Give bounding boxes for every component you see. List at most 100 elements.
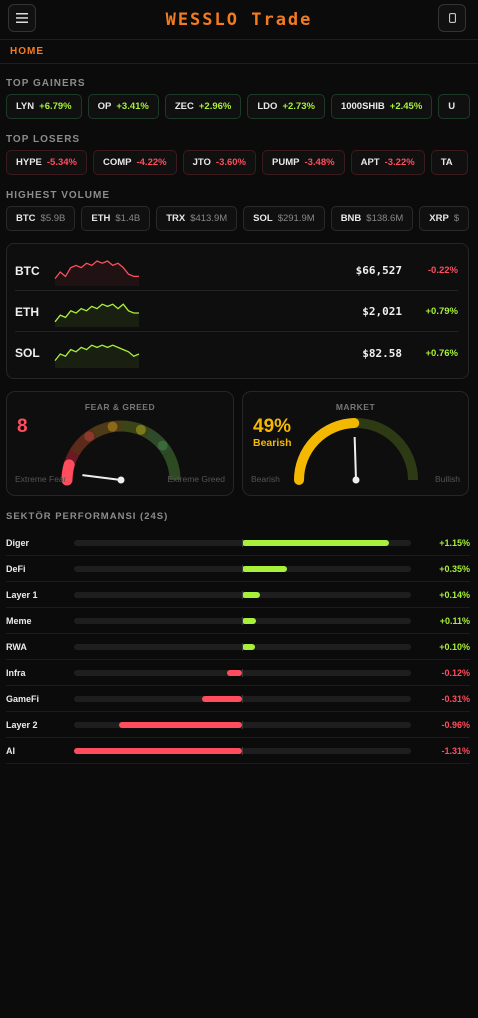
chip-symbol: ZEC	[174, 101, 194, 112]
sector-row[interactable]: GameFi -0.31%	[6, 686, 470, 712]
volume-chip[interactable]: SOL $291.9M	[243, 206, 325, 231]
chip-volume: $1.4B	[115, 213, 141, 224]
fear-greed-value: 8	[17, 416, 28, 437]
sector-name: Meme	[6, 615, 32, 626]
sector-bar-center	[242, 695, 243, 703]
sector-name: Diger	[6, 537, 30, 548]
price-symbol: ETH	[15, 304, 39, 319]
app-header: WESSLO Trade	[0, 0, 478, 40]
gauge-marker	[107, 421, 118, 432]
gauge-needle	[82, 474, 122, 481]
chip-change: -4.22%	[136, 157, 167, 168]
chip-volume: $138.6M	[366, 213, 404, 224]
fear-greed-left-label: Extreme Fear	[15, 474, 67, 484]
highest-volume-label: HIGHEST VOLUME	[6, 190, 111, 201]
sector-bar-track	[74, 695, 411, 703]
sparkline-area	[55, 260, 139, 286]
price-value: $2,021	[362, 305, 402, 318]
chip-symbol: BTC	[16, 213, 36, 224]
app-title: WESSLO Trade	[165, 9, 313, 30]
sector-bar	[118, 722, 242, 728]
chip-symbol: U	[448, 101, 456, 112]
sector-value: +0.35%	[439, 563, 470, 574]
chip-change: +2.96%	[198, 101, 232, 112]
sector-row[interactable]: RWA +0.10%	[6, 634, 470, 660]
sector-name: DeFi	[6, 563, 26, 574]
market-status: Bearish	[253, 437, 292, 449]
gainers-chip[interactable]: ZEC +2.96%	[164, 94, 242, 119]
sector-bar-center	[242, 617, 243, 625]
sector-value: -0.31%	[441, 693, 470, 704]
sector-name: AI	[6, 745, 15, 756]
gainers-chip[interactable]: 1000SHIB +2.45%	[330, 94, 433, 119]
menu-button[interactable]	[8, 4, 36, 32]
losers-chip[interactable]: COMP -4.22%	[92, 150, 177, 175]
chip-symbol: OP	[97, 101, 112, 112]
sector-bar	[74, 748, 242, 754]
sector-row[interactable]: DeFi +0.35%	[6, 556, 470, 582]
losers-chip[interactable]: JTO -3.60%	[182, 150, 257, 175]
gauge-needle	[353, 436, 357, 481]
price-value: $82.58	[362, 346, 402, 360]
sector-bar-track	[74, 539, 411, 547]
sector-row[interactable]: Layer 1 +0.14%	[6, 582, 470, 608]
gainers-chip[interactable]: U	[438, 94, 471, 119]
fear-greed-right-label: Extreme Greed	[167, 474, 225, 484]
fear-greed-card: FEAR & GREED 8 Extreme Fear Extreme Gree…	[6, 391, 234, 496]
market-left-label: Bearish	[251, 474, 280, 484]
sector-row[interactable]: Meme +0.11%	[6, 608, 470, 634]
sector-value: -1.31%	[441, 745, 470, 756]
market-right-label: Bullish	[434, 474, 460, 484]
sector-row[interactable]: Diger +1.15%	[6, 530, 470, 556]
sector-bar	[242, 592, 260, 598]
gauge-marker	[157, 440, 168, 451]
volume-chip[interactable]: TRX $413.9M	[156, 206, 238, 231]
nav-home[interactable]: HOME	[10, 46, 44, 57]
volume-chip[interactable]: BTC $5.9B	[6, 206, 76, 231]
losers-chip[interactable]: HYPE -5.34%	[6, 150, 87, 175]
losers-chip[interactable]: TA	[430, 150, 468, 175]
chip-volume: $5.9B	[40, 213, 66, 224]
gauge-value-arc	[294, 418, 360, 485]
chip-symbol: ETH	[91, 213, 111, 224]
sector-row[interactable]: Infra -0.12%	[6, 660, 470, 686]
sector-bar-center	[242, 591, 243, 599]
sparkline	[54, 344, 140, 368]
price-change: -0.22%	[427, 265, 458, 276]
sector-name: RWA	[6, 641, 27, 652]
volume-chip[interactable]: BNB $138.6M	[330, 206, 414, 231]
gauge-marker	[84, 431, 95, 442]
gauge-needle-pivot	[117, 476, 125, 484]
device-button[interactable]	[438, 4, 466, 32]
sector-row[interactable]: Layer 2 -0.96%	[6, 712, 470, 738]
sector-bar-track	[74, 721, 411, 729]
highest-volume-row: BTC $5.9B ETH $1.4B TRX $413.9M SOL $291.9M BNB $…	[6, 206, 478, 231]
chip-symbol: SOL	[253, 213, 273, 224]
sector-bar	[242, 644, 255, 650]
price-row[interactable]: SOL $82.58 +0.76%	[15, 333, 458, 373]
chip-change: -3.48%	[304, 157, 335, 168]
sector-bar-center	[242, 643, 243, 651]
price-row[interactable]: ETH $2,021 +0.79%	[15, 292, 458, 332]
gainers-chip[interactable]: LYN +6.79%	[6, 94, 82, 119]
volume-chip[interactable]: XRP $	[419, 206, 470, 231]
chip-change: +2.45%	[389, 101, 423, 112]
losers-chip[interactable]: APT -3.22%	[350, 150, 425, 175]
chip-symbol: PUMP	[272, 157, 300, 168]
sector-bar	[226, 670, 242, 676]
price-value: $66,527	[355, 264, 402, 277]
sector-value: +1.15%	[439, 537, 470, 548]
sparkline-area	[55, 303, 139, 327]
price-change: +0.76%	[425, 347, 459, 359]
gainers-chip[interactable]: LDO +2.73%	[247, 94, 325, 119]
volume-chip[interactable]: ETH $1.4B	[81, 206, 151, 231]
menu-icon	[16, 13, 28, 23]
losers-chip[interactable]: PUMP -3.48%	[262, 150, 345, 175]
chip-symbol: TA	[440, 157, 453, 168]
price-row[interactable]: BTC $66,527 -0.22%	[15, 251, 458, 291]
chip-symbol: 1000SHIB	[340, 101, 385, 112]
sector-row[interactable]: AI -1.31%	[6, 738, 470, 764]
sector-value: -0.96%	[441, 719, 470, 730]
gainers-chip[interactable]: OP +3.41%	[87, 94, 159, 119]
sector-bar-center	[242, 669, 243, 677]
